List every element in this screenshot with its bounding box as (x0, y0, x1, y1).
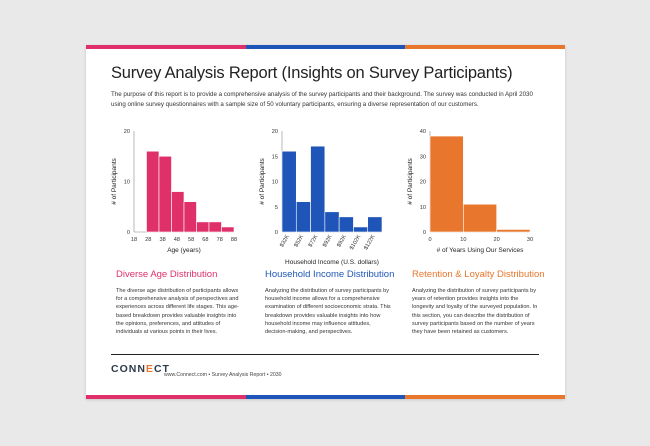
retention-y-tick-label: 30 (420, 154, 426, 160)
income-bar (310, 145, 326, 233)
section-body-retention: Analyzing the distribution of survey par… (412, 288, 538, 336)
page-title: Survey Analysis Report (Insights on Surv… (111, 64, 513, 82)
income-y-tick-label: 5 (275, 205, 278, 211)
retention-bar (463, 203, 497, 233)
retention-y-tick-label: 10 (420, 205, 426, 211)
income-bar (367, 216, 383, 233)
age-bar (196, 221, 210, 233)
income-y-tick-label: 20 (272, 129, 278, 135)
income-bar (353, 226, 369, 233)
age-bar (171, 191, 185, 233)
retention-x-tick-label: 30 (527, 237, 533, 243)
age-bar (158, 155, 172, 233)
retention-x-axis-label: # of Years Using Our Services (437, 247, 524, 254)
section-body-age: The diverse age distribution of particip… (116, 288, 239, 336)
intro-paragraph: The purpose of this report is to provide… (111, 91, 533, 108)
income-y-tick-label: 0 (275, 230, 278, 236)
section-body-income: Analyzing the distribution of survey par… (265, 288, 391, 336)
age-x-tick-label: 18 (131, 237, 137, 243)
retention-bar (496, 229, 531, 233)
top-color-bar (86, 45, 566, 49)
retention-x-tick-label: 20 (494, 237, 500, 243)
report-page: Survey Analysis Report (Insights on Surv… (86, 45, 566, 399)
income-x-tick-label: $72K (308, 234, 320, 249)
retention-chart: # of Participants 0 10 20 30 40 0 10 20 30 # of Ye… (404, 123, 544, 254)
age-y-axis-label: # of Participants (111, 157, 118, 204)
income-x-tick-label: $122K (363, 234, 376, 251)
age-x-tick-label: 78 (217, 237, 223, 243)
income-x-tick-label: $92K (322, 234, 334, 249)
age-x-tick-label: 48 (174, 237, 180, 243)
age-x-axis-label: Age (years) (167, 247, 201, 254)
section-title-income: Household Income Distribution (265, 269, 395, 280)
age-x-tick-label: 68 (202, 237, 208, 243)
income-x-tick-label: $92K (336, 234, 348, 249)
income-y-tick-label: 10 (272, 180, 278, 186)
age-y-tick-label: 20 (124, 129, 130, 135)
age-y-tick-label: 0 (127, 230, 130, 236)
retention-x-tick-label: 0 (428, 237, 431, 243)
income-bar (281, 150, 297, 233)
connect-logo[interactable]: CONN E CT (111, 363, 170, 375)
income-y-tick-label: 15 (272, 154, 278, 160)
section-title-age: Diverse Age Distribution (116, 269, 218, 280)
age-x-tick-label: 28 (145, 237, 151, 243)
age-y-tick-label: 10 (124, 180, 130, 186)
retention-bar (429, 135, 464, 233)
age-bar (208, 221, 222, 233)
retention-y-axis-label: # of Participants (407, 157, 414, 204)
logo-text-a: CONN (111, 363, 146, 375)
section-title-retention: Retention & Loyalty Distribution (412, 269, 545, 280)
retention-y-tick-label: 0 (423, 230, 426, 236)
income-x-axis-label: Household Income (U.S. dollars) (285, 259, 379, 266)
bottom-color-bar (86, 395, 566, 399)
income-x-tick-label: $102K (349, 234, 362, 251)
logo-text-c: CT (153, 363, 170, 375)
income-bar (338, 216, 354, 233)
age-x-tick-label: 38 (159, 237, 165, 243)
age-histogram: # of Participants 0 10 20 18 28 38 48 58 68 78 88 Ag… (111, 129, 237, 254)
age-bar (221, 226, 235, 233)
footer-text: www.Connect.com • Survey Analysis Report… (164, 372, 282, 378)
age-x-tick-label: 88 (231, 237, 237, 243)
income-y-axis-label: # of Participants (259, 157, 266, 204)
age-bar (183, 201, 197, 233)
income-x-tick-label: $32K (279, 234, 291, 249)
logo-text-b: E (145, 363, 154, 375)
age-chart: # of Participants 0 10 20 18 28 38 48 58 68 78 88 Ag… (108, 123, 248, 254)
retention-y-tick-label: 20 (420, 180, 426, 186)
footer-divider (111, 354, 539, 355)
retention-y-tick-label: 40 (420, 129, 426, 135)
income-chart: # of Participants 0 5 10 15 20 $32K $52K $72K $92… (256, 123, 396, 266)
income-bar (295, 201, 311, 233)
retention-x-tick-label: 10 (460, 237, 466, 243)
age-bar (146, 150, 160, 233)
income-x-tick-label: $52K (293, 234, 305, 249)
income-bar (324, 211, 340, 233)
age-x-tick-label: 58 (188, 237, 194, 243)
